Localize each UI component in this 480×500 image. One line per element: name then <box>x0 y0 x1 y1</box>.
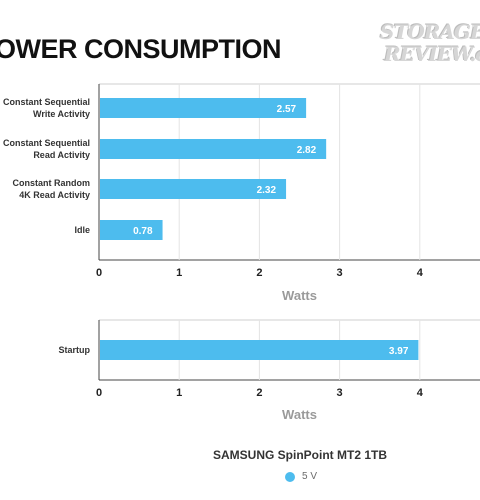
legend-label: 5 V <box>302 471 318 482</box>
category-label: Constant Random <box>13 178 91 188</box>
category-label: Read Activity <box>33 150 90 160</box>
x-tick-label: 2 <box>256 387 262 399</box>
bar <box>100 179 287 199</box>
bar-value-label: 2.82 <box>297 145 317 156</box>
bar-value-label: 2.32 <box>257 185 277 196</box>
category-label: Idle <box>74 225 90 235</box>
x-tick-label: 4 <box>417 387 424 399</box>
storagereview-logo: STORAGE REVIEW.co <box>378 20 480 68</box>
bar-value-label: 2.57 <box>277 104 297 115</box>
logo-text-top: STORAGE <box>380 20 480 44</box>
x-tick-label: 3 <box>337 267 343 279</box>
bar <box>100 340 419 360</box>
bar-value-label: 3.97 <box>389 346 409 357</box>
category-label: Startup <box>59 345 91 355</box>
bar-value-label: 0.78 <box>133 226 153 237</box>
logo-text-bottom: REVIEW.co <box>384 42 480 66</box>
x-tick-label: 0 <box>96 267 102 279</box>
x-tick-label: 3 <box>337 387 343 399</box>
x-tick-label: 2 <box>256 267 262 279</box>
x-tick-label: 1 <box>176 387 182 399</box>
x-tick-label: 1 <box>176 267 182 279</box>
x-axis-title: Watts <box>282 288 317 303</box>
legend-marker <box>285 471 295 482</box>
category-label: Constant Sequential <box>3 138 90 148</box>
bar <box>100 139 327 159</box>
x-tick-label: 4 <box>417 267 424 279</box>
chart-title: OWER CONSUMPTION <box>0 34 282 64</box>
x-tick-label: 0 <box>96 387 102 399</box>
category-label: Constant Sequential <box>3 97 90 107</box>
legend-title: SAMSUNG SpinPoint MT2 1TB <box>213 448 387 462</box>
category-label: Write Activity <box>33 109 90 119</box>
category-label: 4K Read Activity <box>19 190 90 200</box>
legend-item-5v[interactable]: 5 V <box>285 471 317 482</box>
bar <box>100 220 163 240</box>
bar <box>100 98 307 118</box>
x-axis-title: Watts <box>282 407 317 422</box>
